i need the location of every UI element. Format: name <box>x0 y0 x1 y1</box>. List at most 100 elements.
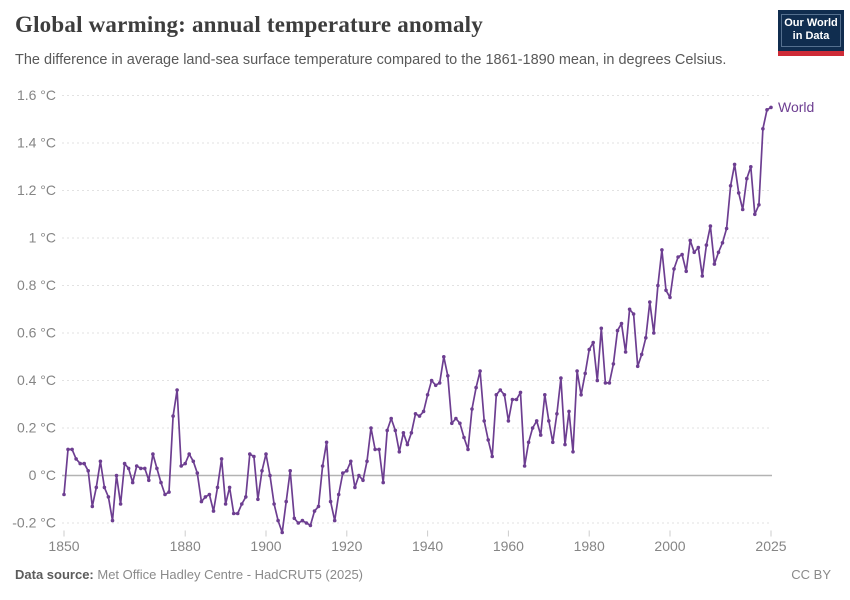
data-point[interactable] <box>235 511 240 516</box>
data-point[interactable] <box>276 518 280 523</box>
data-point[interactable] <box>240 502 244 506</box>
data-point[interactable] <box>82 461 86 466</box>
data-point[interactable] <box>474 385 478 390</box>
data-point[interactable] <box>587 347 591 352</box>
data-point[interactable] <box>530 426 535 430</box>
data-point[interactable] <box>437 381 442 385</box>
data-point[interactable] <box>272 502 276 506</box>
data-point[interactable] <box>207 492 212 497</box>
data-point[interactable] <box>425 393 430 397</box>
data-point[interactable] <box>644 336 648 340</box>
data-point[interactable] <box>720 241 725 245</box>
data-point[interactable] <box>498 388 503 392</box>
data-point[interactable] <box>191 459 196 464</box>
data-point[interactable] <box>304 521 309 525</box>
data-point[interactable] <box>429 378 434 383</box>
data-point[interactable] <box>753 212 757 217</box>
data-point[interactable] <box>704 243 709 247</box>
data-point[interactable] <box>712 262 717 266</box>
data-point[interactable] <box>244 495 248 499</box>
data-point[interactable] <box>215 485 220 490</box>
data-point[interactable] <box>118 502 123 506</box>
data-point[interactable] <box>769 105 773 110</box>
data-point[interactable] <box>320 464 325 468</box>
data-point[interactable] <box>724 226 729 231</box>
license-link[interactable]: CC BY <box>791 567 831 582</box>
data-point[interactable] <box>187 452 191 456</box>
data-point[interactable] <box>627 307 632 312</box>
data-point[interactable] <box>442 355 446 359</box>
data-point[interactable] <box>381 480 386 485</box>
data-point[interactable] <box>369 426 373 430</box>
data-point[interactable] <box>332 518 337 523</box>
data-point[interactable] <box>365 459 369 464</box>
data-point[interactable] <box>668 295 672 300</box>
data-point[interactable] <box>373 447 377 452</box>
data-point[interactable] <box>595 378 600 383</box>
data-point[interactable] <box>732 162 737 167</box>
data-point[interactable] <box>110 518 115 523</box>
data-point[interactable] <box>656 283 660 288</box>
data-point[interactable] <box>393 428 398 433</box>
data-point[interactable] <box>361 478 365 483</box>
data-point[interactable] <box>227 485 232 490</box>
data-point[interactable] <box>86 469 90 473</box>
data-point[interactable] <box>199 499 204 504</box>
data-point[interactable] <box>248 452 252 456</box>
data-point[interactable] <box>765 108 769 112</box>
data-point[interactable] <box>490 454 495 459</box>
data-point[interactable] <box>231 511 236 516</box>
data-point[interactable] <box>349 459 353 464</box>
owid-logo[interactable]: Our World in Data <box>778 10 844 56</box>
data-point[interactable] <box>122 461 127 466</box>
data-point[interactable] <box>421 409 426 414</box>
data-point[interactable] <box>583 371 587 376</box>
data-point[interactable] <box>66 447 70 452</box>
data-point[interactable] <box>296 521 301 525</box>
data-point[interactable] <box>458 421 462 426</box>
data-point[interactable] <box>167 490 171 494</box>
data-point[interactable] <box>151 452 155 456</box>
data-point[interactable] <box>603 381 608 385</box>
data-point[interactable] <box>223 502 228 506</box>
data-point[interactable] <box>660 248 664 252</box>
data-point[interactable] <box>538 433 543 437</box>
data-point[interactable] <box>268 473 272 478</box>
data-point[interactable] <box>728 184 733 188</box>
data-point[interactable] <box>534 419 539 423</box>
data-point[interactable] <box>482 419 487 423</box>
data-point[interactable] <box>389 416 394 421</box>
data-point[interactable] <box>478 369 482 373</box>
data-point[interactable] <box>353 485 357 490</box>
data-point[interactable] <box>324 440 329 445</box>
data-point[interactable] <box>708 224 713 228</box>
data-point[interactable] <box>567 409 571 414</box>
data-point[interactable] <box>672 267 676 271</box>
data-point[interactable] <box>639 352 644 357</box>
data-point[interactable] <box>486 438 491 442</box>
data-point[interactable] <box>611 362 616 366</box>
data-point[interactable] <box>405 442 410 447</box>
data-point[interactable] <box>78 461 82 466</box>
data-point[interactable] <box>413 412 418 416</box>
data-point[interactable] <box>433 383 438 388</box>
data-point[interactable] <box>740 207 745 212</box>
data-point[interactable] <box>341 471 345 475</box>
data-point[interactable] <box>648 300 652 304</box>
data-point[interactable] <box>130 480 135 485</box>
data-point[interactable] <box>623 350 628 354</box>
data-point[interactable] <box>563 442 567 447</box>
data-point[interactable] <box>680 252 684 257</box>
data-point[interactable] <box>591 340 595 345</box>
data-point[interactable] <box>183 461 187 466</box>
data-point[interactable] <box>446 374 450 378</box>
data-point[interactable] <box>312 509 317 513</box>
data-point[interactable] <box>102 485 107 490</box>
data-point[interactable] <box>260 469 264 473</box>
data-point[interactable] <box>631 312 636 316</box>
data-point[interactable] <box>98 459 103 464</box>
data-point[interactable] <box>599 326 604 331</box>
data-point[interactable] <box>114 473 119 478</box>
data-point[interactable] <box>736 191 741 195</box>
data-point[interactable] <box>256 497 260 502</box>
